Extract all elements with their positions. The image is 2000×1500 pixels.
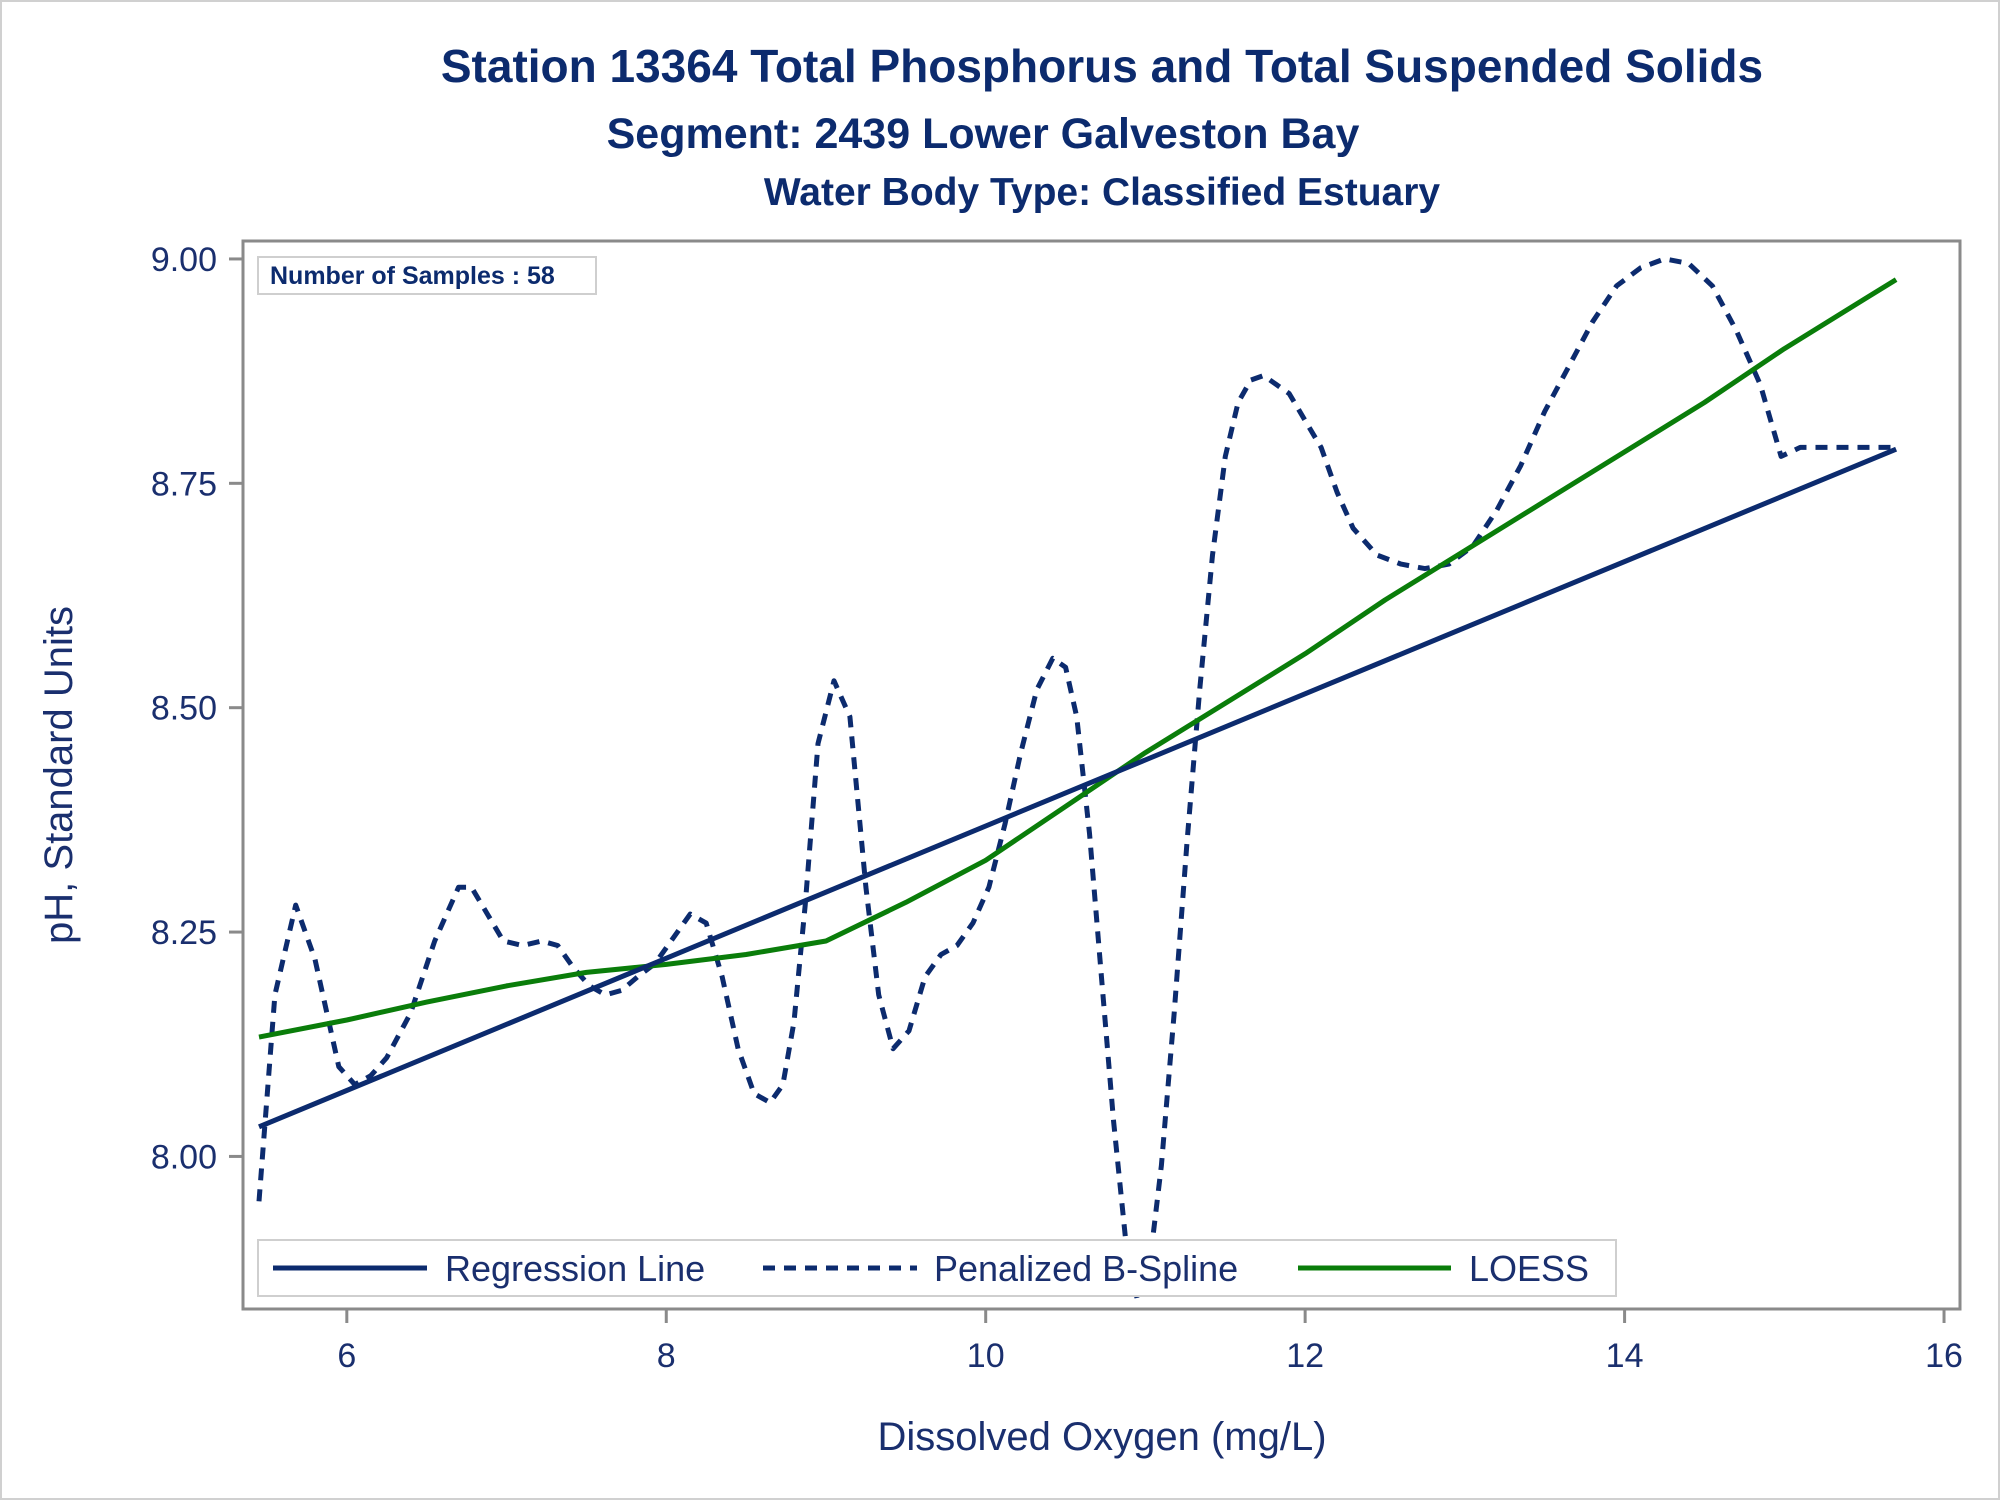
plot-area (241, 239, 1962, 1311)
y-axis: 8.00 8.25 8.50 8.75 9.00 (151, 241, 243, 1176)
x-tick-label: 14 (1606, 1337, 1644, 1375)
y-tick-label: 8.50 (151, 690, 217, 728)
series-loess (258, 277, 1898, 1040)
x-axis-label: Dissolved Oxygen (mg/L) (877, 1415, 1326, 1459)
series-regression-line (258, 446, 1898, 1130)
sample-count-text: Number of Samples : 58 (270, 262, 555, 290)
y-tick-label: 8.75 (151, 465, 217, 503)
y-tick-label: 8.00 (151, 1138, 217, 1176)
x-tick-label: 10 (967, 1337, 1005, 1375)
legend-label-regression: Regression Line (445, 1248, 705, 1289)
x-tick-label: 12 (1286, 1337, 1324, 1375)
series-layer (256, 256, 1898, 1303)
legend-label-loess: LOESS (1469, 1248, 1589, 1289)
x-tick-label: 16 (1925, 1337, 1963, 1375)
y-axis-label: pH, Standard Units (37, 606, 81, 944)
y-tick-label: 9.00 (151, 241, 217, 279)
sample-count-inset: Number of Samples : 58 (257, 256, 597, 295)
x-tick-label: 8 (657, 1337, 676, 1375)
chart-subtitle: Segment: 2439 Lower Galveston Bay (607, 110, 1360, 158)
legend-label-spline: Penalized B-Spline (934, 1248, 1238, 1289)
legend: Regression Line Penalized B-Spline LOESS (257, 1239, 1617, 1297)
chart-subtitle-2: Water Body Type: Classified Estuary (764, 171, 1440, 214)
series-penalized-b-spline (256, 256, 1897, 1303)
y-tick-label: 8.25 (151, 914, 217, 952)
chart-title: Station 13364 Total Phosphorus and Total… (441, 40, 1763, 92)
x-axis: 6 8 10 12 14 16 (337, 1309, 1963, 1375)
x-tick-label: 6 (337, 1337, 356, 1375)
